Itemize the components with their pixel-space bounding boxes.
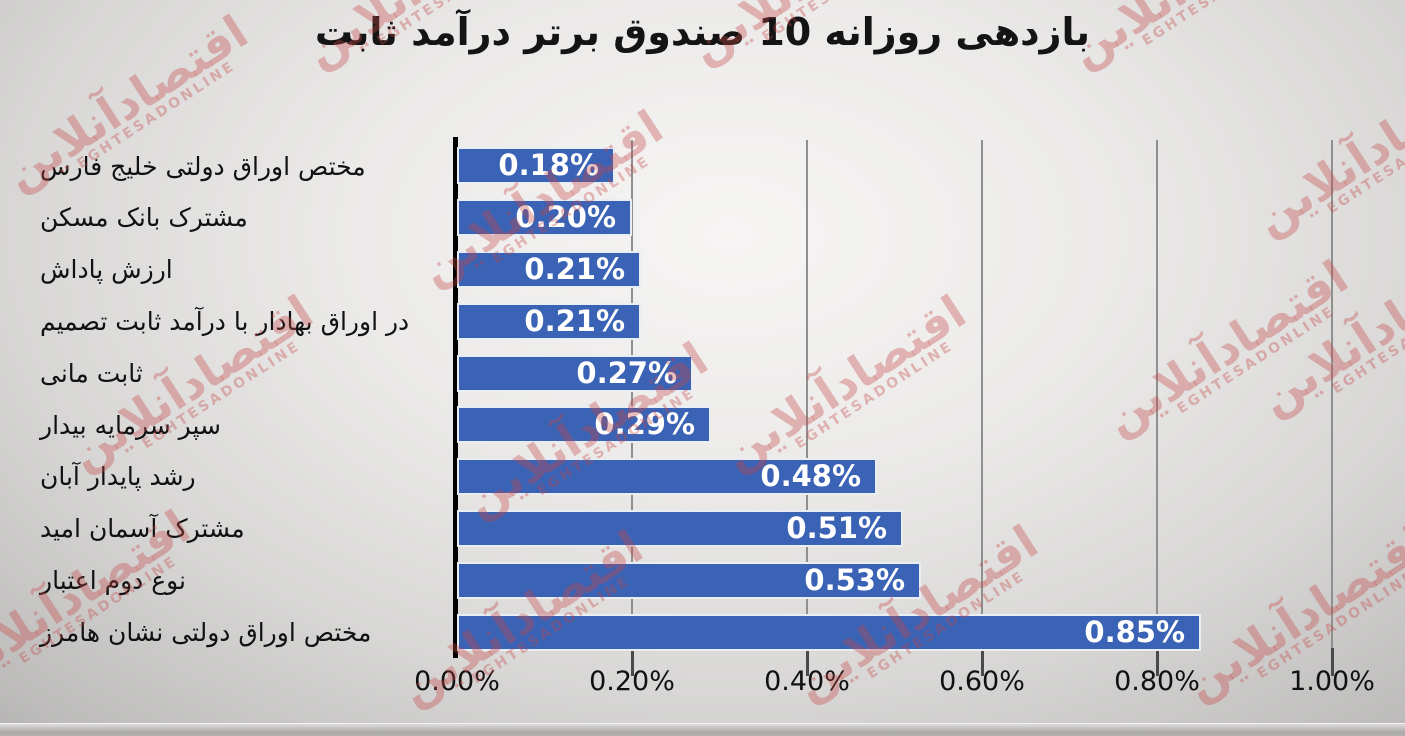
bar-value-label: 0.21% [524,252,625,286]
category-label: در اوراق بهادار با درآمد ثابت تصمیم [40,306,410,336]
bar: 0.27% [457,354,693,392]
category-label: نوع دوم اعتبار [40,565,187,595]
x-axis-label: 0.40% [764,666,850,697]
x-tick-0.20% [631,648,634,676]
bar-value-label: 0.27% [576,355,677,390]
bar: 0.53% [457,561,921,599]
bar: 0.21% [457,251,641,288]
x-axis-label: 0.00% [414,666,500,697]
bar-value-label: 0.53% [804,562,905,597]
bar: 0.85% [457,613,1201,651]
bar-value-label: 0.18% [498,148,599,183]
x-axis-label: 0.20% [589,666,675,697]
category-label: ثابت مانی [40,358,143,388]
x-tick-0.80% [1156,648,1159,676]
bar: 0.18% [457,147,615,185]
y-axis-line [453,137,458,658]
x-tick-0.40% [806,648,809,676]
bottom-bevel [0,723,1405,736]
x-axis-label: 1.00% [1289,666,1375,697]
bar-value-label: 0.51% [786,511,887,545]
bar-value-label: 0.21% [524,303,625,338]
bar: 0.21% [457,302,641,340]
gridline-0.60% [981,140,983,648]
x-axis-label: 0.60% [939,666,1025,697]
chart-title: بازدهی روزانه 10 صندوق برتر درآمد ثابت [314,10,1091,54]
x-tick-0.60% [981,648,984,676]
gridline-0.80% [1156,140,1158,648]
bar-value-label: 0.48% [760,459,861,494]
category-label: ارزش پاداش [40,255,173,285]
category-label: مختص اوراق دولتی خلیج فارس [40,151,366,181]
gridline-0.40% [806,140,808,648]
category-label: مختص اوراق دولتی نشان هامرز [40,617,372,647]
category-label: مشترک آسمان امید [40,514,245,544]
bar: 0.20% [457,199,632,237]
bar-value-label: 0.85% [1084,614,1185,649]
x-axis-label: 0.80% [1114,666,1200,697]
gridline-0.20% [631,140,633,648]
category-label: سپر سرمایه بیدار [40,410,221,440]
bar-value-label: 0.20% [515,200,616,235]
x-tick-1.00% [1331,648,1334,676]
category-label: مشترک بانک مسکن [40,203,248,233]
bar: 0.48% [457,458,877,496]
category-label: رشد پایدار آبان [40,462,196,492]
bar: 0.29% [457,406,711,444]
bar-value-label: 0.29% [594,407,695,442]
gridline-1.00% [1331,140,1333,648]
bar: 0.51% [457,510,903,547]
